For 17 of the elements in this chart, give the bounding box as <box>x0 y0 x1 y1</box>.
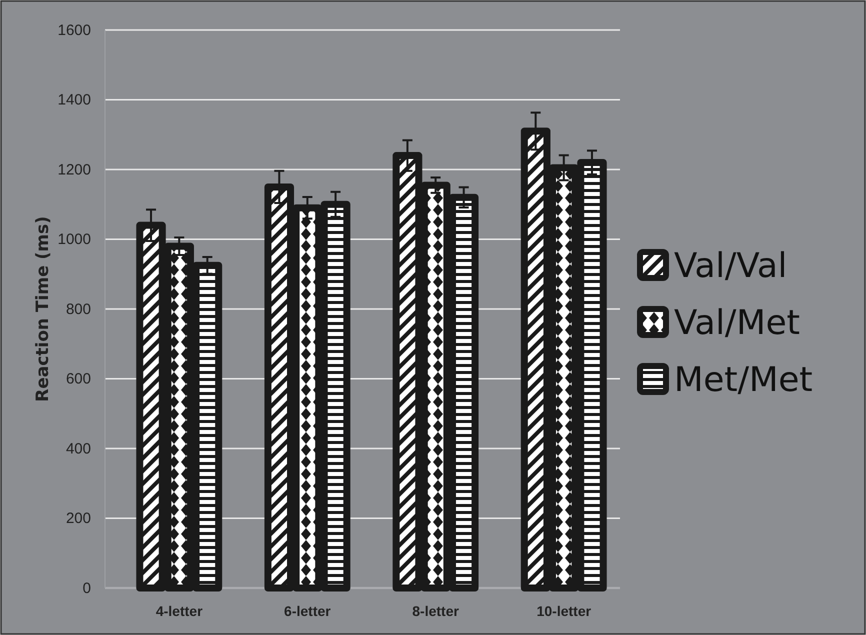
y-tick-label: 1600 <box>58 22 91 39</box>
y-tick-label: 800 <box>66 300 91 318</box>
y-tick-label: 600 <box>66 370 91 388</box>
y-tick-label: 1000 <box>58 231 91 248</box>
y-tick-label: 400 <box>66 440 91 458</box>
y-axis-title: Reaction Time (ms) <box>33 216 53 402</box>
y-tick-label: 0 <box>82 580 91 597</box>
x-tick-label: 10-letter <box>536 602 592 619</box>
legend-label: Val/Val <box>674 246 788 286</box>
legend-label: Val/Met <box>674 303 800 343</box>
legend-label: Met/Met <box>674 360 813 400</box>
y-tick-label: 1200 <box>58 161 91 178</box>
x-tick-label: 6-letter <box>284 602 332 619</box>
y-tick-label: 200 <box>66 510 91 528</box>
x-tick-label: 8-letter <box>412 602 460 619</box>
x-tick-label: 4-letter <box>156 602 204 619</box>
y-tick-label: 1400 <box>58 92 91 109</box>
